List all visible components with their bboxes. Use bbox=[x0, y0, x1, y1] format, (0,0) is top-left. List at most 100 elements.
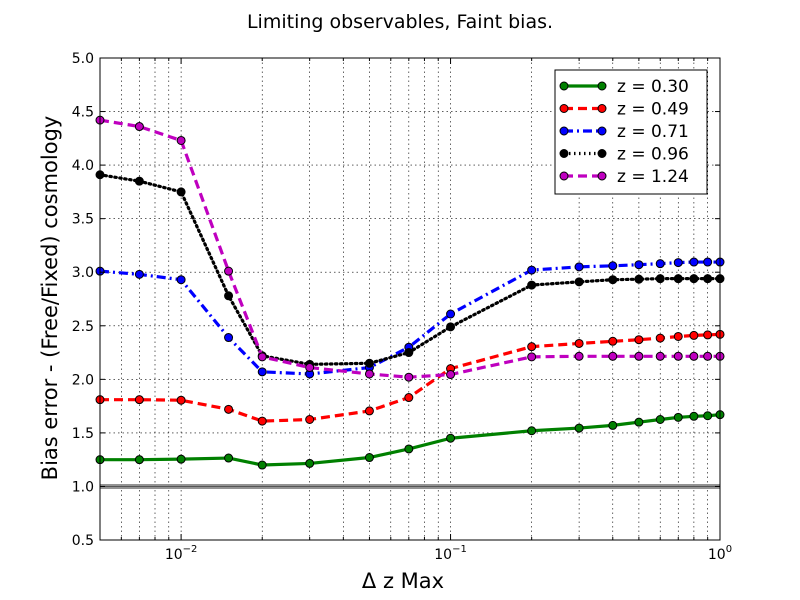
series-4 bbox=[95, 170, 725, 369]
data-point bbox=[446, 322, 456, 332]
data-point bbox=[703, 411, 713, 421]
data-point bbox=[176, 187, 186, 197]
y-tick-label: 1.0 bbox=[72, 479, 94, 495]
data-point bbox=[655, 415, 665, 424]
data-point bbox=[257, 352, 267, 362]
data-point bbox=[634, 260, 644, 270]
data-point bbox=[134, 122, 144, 132]
x-tick-label: 10−1 bbox=[434, 544, 467, 563]
data-point bbox=[364, 358, 374, 368]
data-point bbox=[224, 266, 234, 276]
y-tick-label: 2.5 bbox=[72, 319, 94, 335]
data-point bbox=[527, 352, 537, 362]
data-point bbox=[655, 333, 665, 343]
data-point bbox=[689, 351, 699, 361]
data-point bbox=[703, 330, 713, 340]
series-3 bbox=[95, 257, 725, 379]
legend-marker bbox=[597, 126, 607, 136]
data-point bbox=[608, 336, 618, 346]
legend-marker bbox=[559, 81, 569, 91]
data-point bbox=[634, 274, 644, 284]
data-point bbox=[134, 269, 144, 279]
legend-marker bbox=[597, 149, 607, 158]
series-line bbox=[99, 118, 720, 379]
data-point bbox=[655, 259, 665, 269]
data-point bbox=[176, 275, 186, 285]
data-point bbox=[527, 342, 537, 352]
data-point bbox=[446, 433, 456, 443]
data-point bbox=[608, 351, 618, 361]
data-point bbox=[364, 453, 374, 463]
axis-ticks bbox=[99, 57, 720, 541]
y-tick-label: 3.0 bbox=[72, 265, 94, 281]
data-point bbox=[134, 395, 144, 405]
data-point bbox=[634, 335, 644, 345]
y-tick-label: 3.5 bbox=[72, 212, 94, 228]
legend-label: z = 0.49 bbox=[617, 100, 689, 120]
data-point bbox=[527, 265, 537, 275]
y-tick-label: 2.0 bbox=[72, 372, 94, 388]
data-point bbox=[224, 291, 234, 301]
plot-frame bbox=[99, 57, 721, 541]
y-axis-label: Bias error - (Free/Fixed) cosmology bbox=[38, 116, 62, 481]
data-point bbox=[134, 176, 144, 186]
legend-label: z = 1.24 bbox=[617, 167, 689, 187]
data-point bbox=[176, 454, 186, 464]
legend-marker bbox=[597, 171, 607, 181]
y-tick-label: 0.5 bbox=[72, 533, 94, 549]
data-point bbox=[176, 135, 186, 145]
y-tick-label: 1.5 bbox=[72, 426, 94, 442]
data-point bbox=[634, 417, 644, 427]
legend-marker bbox=[597, 81, 607, 91]
legend-label: z = 0.96 bbox=[617, 145, 689, 165]
data-point bbox=[608, 275, 618, 285]
series-1 bbox=[95, 410, 725, 470]
x-tick-label: 10−2 bbox=[165, 544, 198, 563]
data-point bbox=[134, 455, 144, 465]
x-tick-label: 100 bbox=[708, 544, 732, 563]
data-point bbox=[655, 274, 665, 284]
legend-marker bbox=[559, 126, 569, 136]
data-point bbox=[364, 369, 374, 379]
y-tick-label: 5.0 bbox=[72, 51, 94, 67]
data-point bbox=[673, 331, 683, 341]
data-point bbox=[574, 262, 584, 272]
y-tick-labels: 0.5 1.0 1.5 2.0 2.5 3.0 3.5 4.0 4.5 5.0 bbox=[72, 51, 94, 549]
data-point bbox=[257, 367, 267, 377]
data-point bbox=[224, 404, 234, 414]
data-point bbox=[404, 393, 414, 403]
series-line bbox=[98, 173, 722, 366]
data-point bbox=[224, 333, 234, 343]
data-point bbox=[689, 330, 699, 340]
chart-title: Limiting observables, Faint bias. bbox=[247, 11, 553, 33]
data-point bbox=[689, 411, 699, 421]
legend-marker bbox=[597, 104, 607, 113]
data-point bbox=[446, 309, 456, 319]
data-point bbox=[574, 351, 584, 361]
data-point bbox=[673, 274, 683, 284]
data-point bbox=[634, 351, 644, 361]
data-point bbox=[305, 458, 315, 468]
data-point bbox=[574, 338, 584, 348]
x-axis-label: Δ z Max bbox=[362, 569, 444, 593]
y-tick-label: 4.0 bbox=[72, 158, 94, 174]
data-point bbox=[673, 258, 683, 268]
data-point bbox=[404, 372, 414, 382]
data-point bbox=[574, 423, 584, 433]
data-point bbox=[527, 426, 537, 436]
x-tick-labels: 10−2 10−1 100 bbox=[165, 544, 732, 563]
data-point bbox=[224, 453, 234, 463]
data-point bbox=[689, 274, 699, 284]
data-point bbox=[364, 406, 374, 416]
data-point bbox=[574, 277, 584, 287]
data-point bbox=[689, 257, 699, 267]
series-line bbox=[100, 413, 721, 467]
data-point bbox=[176, 395, 186, 405]
legend-label: z = 0.71 bbox=[617, 122, 689, 142]
legend-box bbox=[554, 69, 708, 195]
data-point bbox=[404, 348, 414, 358]
legend-marker bbox=[559, 149, 569, 158]
legend-label: z = 0.30 bbox=[617, 77, 689, 97]
data-point bbox=[673, 412, 683, 422]
data-point bbox=[305, 415, 315, 424]
